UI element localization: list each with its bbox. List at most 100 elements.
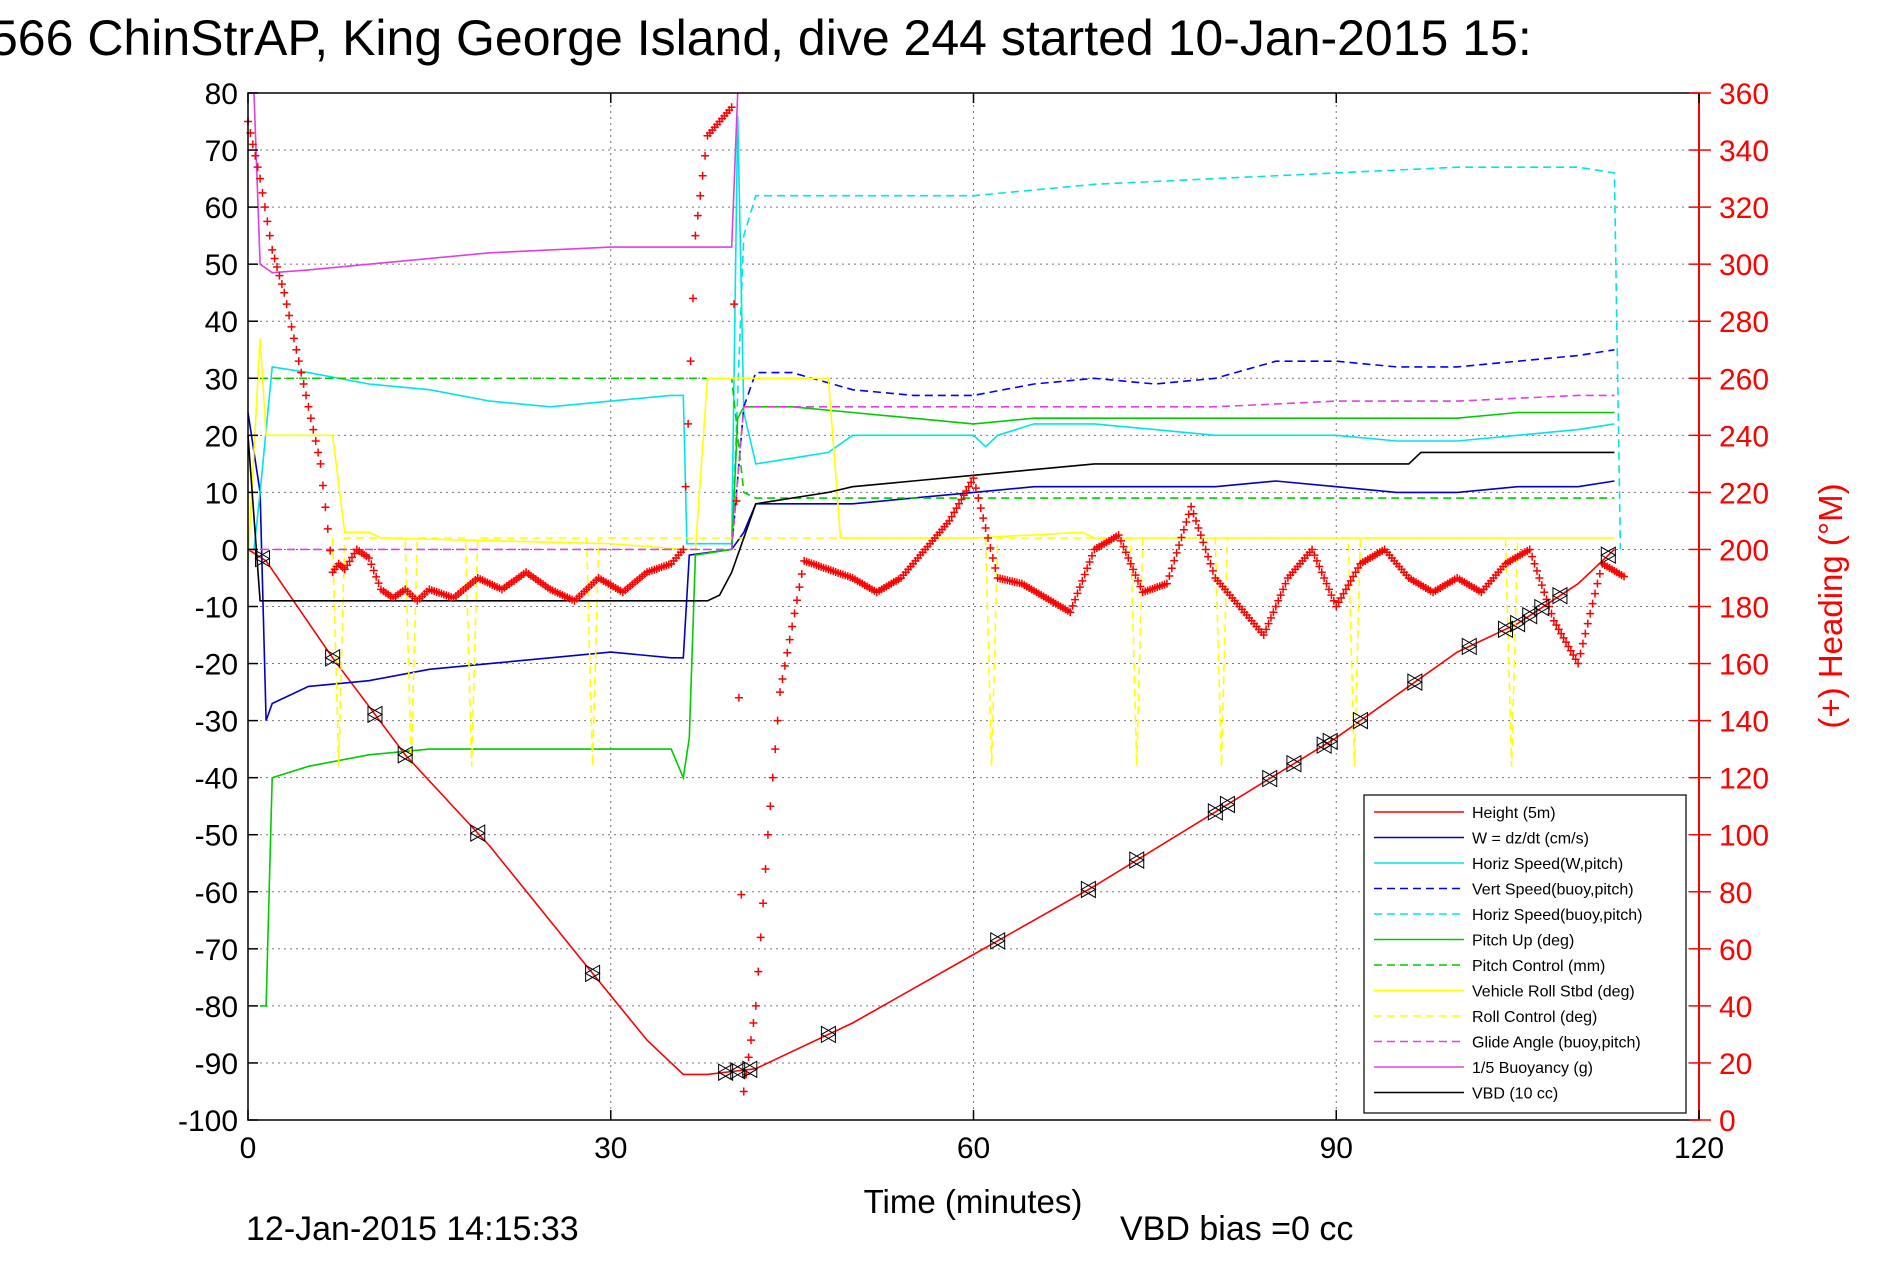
heading-marker [730,300,739,309]
x-tick-label: 0 [240,1132,257,1165]
series-line-horiz-speed-buoy-pitch [730,166,1622,550]
y-right-tick-label: 20 [1719,1048,1752,1081]
heading-marker [701,151,710,160]
left-triangle-marker [397,745,413,764]
heading-marker [1075,583,1084,592]
footer-vbd-bias: VBD bias =0 cc [1120,1210,1353,1248]
y-right-tick-label: 140 [1719,706,1769,739]
heading-marker [258,188,267,197]
heading-marker [1073,589,1082,598]
heading-marker [988,554,997,563]
y-right-tick-label: 100 [1719,820,1769,853]
heading-marker [1189,509,1198,518]
heading-marker [1564,642,1573,651]
heading-marker [945,516,954,525]
heading-marker [1259,631,1268,640]
heading-marker [1175,541,1184,550]
heading-markers [244,103,1629,1096]
y-tick-label: 50 [205,249,238,282]
heading-marker [1337,593,1346,602]
legend-label: Glide Angle (buoy,pitch) [1472,1035,1641,1052]
heading-marker [691,231,700,240]
heading-marker [759,899,768,908]
heading-marker [251,151,260,160]
heading-marker [1162,579,1171,588]
legend-label: Pitch Up (deg) [1472,933,1574,950]
heading-marker [1182,518,1191,527]
legend-label: Pitch Control (mm) [1472,958,1605,975]
left-triangle-marker [1352,711,1368,730]
heading-marker [785,635,794,644]
left-triangle-marker [989,931,1006,950]
y-right-tick-label: 300 [1719,249,1769,282]
heading-marker [1320,573,1329,582]
left-triangle-marker [1551,586,1568,605]
heading-marker [984,534,993,543]
heading-marker [991,563,1000,572]
heading-marker [1595,569,1604,578]
heading-marker [696,191,705,200]
heading-marker [1071,595,1080,604]
heading-marker [1121,548,1130,557]
heading-marker [1569,650,1578,659]
heading-marker [1354,563,1363,572]
left-triangle-marker [741,1060,758,1079]
y-tick-label: -50 [195,820,238,853]
y-tick-label: 20 [205,420,238,453]
heading-marker [1114,531,1123,540]
heading-marker [1131,571,1140,580]
heading-marker [679,545,688,554]
heading-marker [326,546,335,555]
heading-marker [969,474,978,483]
left-triangle-marker [1600,546,1616,565]
heading-marker [1204,552,1213,561]
heading-marker [1167,564,1176,573]
y-right-tick-label: 360 [1719,78,1769,111]
heading-marker [263,217,272,226]
heading-marker [737,890,746,899]
left-triangle-marker [1322,732,1338,751]
heading-marker [1535,573,1544,582]
heading-marker [256,174,265,183]
heading-marker [1528,552,1537,561]
heading-marker [316,459,325,468]
legend-label: Roll Control (deg) [1472,1009,1597,1026]
left-triangle-marker [1533,598,1550,617]
heading-marker [299,379,308,388]
left-triangle-marker [1521,606,1538,625]
heading-marker [294,357,303,366]
legend-label: W = dz/dt (cm/s) [1472,831,1589,848]
y-right-tick-label: 340 [1719,135,1769,168]
series-line-vbd-10-cc [247,435,1615,602]
heading-marker [282,300,291,309]
heading-marker [285,311,294,320]
series-line-roll-control-deg [331,537,1519,767]
heading-marker [323,524,332,533]
heading-marker [1593,579,1602,588]
heading-marker [732,496,741,505]
legend-label: 1/5 Buoyancy (g) [1472,1060,1593,1077]
heading-marker [1119,542,1128,551]
heading-marker [1310,551,1319,560]
heading-marker [1088,551,1096,560]
heading-marker [734,693,743,702]
y-right-tick-label: 80 [1719,877,1752,910]
y-tick-label: 0 [221,534,238,567]
heading-marker [306,414,315,423]
heading-marker [1540,588,1549,597]
heading-marker [952,504,961,513]
heading-marker [776,688,785,697]
legend-label: Horiz Speed(W,pitch) [1472,856,1623,873]
y-right-tick-label: 120 [1719,763,1769,796]
heading-marker [260,203,269,212]
heading-marker [773,716,782,725]
heading-marker [1136,582,1145,591]
heading-marker [783,648,792,657]
heading-marker [367,560,376,569]
heading-marker [1274,596,1283,605]
heading-marker [311,437,320,446]
heading-marker [954,499,963,508]
heading-marker [744,1053,753,1062]
heading-marker [763,830,772,839]
